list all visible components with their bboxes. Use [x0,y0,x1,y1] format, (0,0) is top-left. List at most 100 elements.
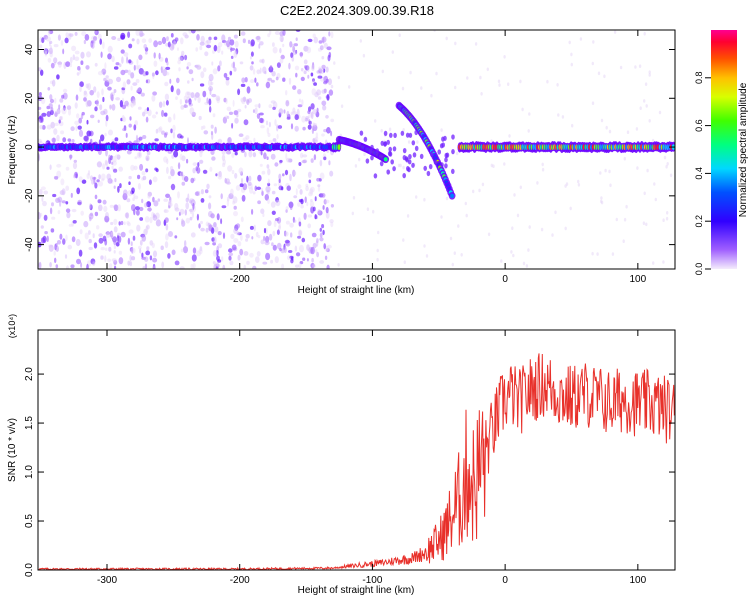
noise-speck [88,230,91,235]
noise-speck [263,235,266,242]
noise-speck [133,165,138,171]
colorbar-label: Normalized spectral amplitude [738,82,749,217]
noise-speck [319,260,325,264]
noise-speck [192,247,197,254]
noise-speck [323,199,327,205]
noise-speck [133,124,137,131]
noise-speck [53,175,59,180]
noise-speck [225,181,231,185]
noise-speck [113,218,118,226]
noise-speck [62,238,66,245]
noise-speck [184,176,189,182]
noise-speck [301,160,307,164]
noise-speck [312,122,316,127]
noise-speck [167,116,172,123]
noise-speck [178,211,181,216]
noise-speck [643,31,646,36]
noise-speck [121,115,125,121]
noise-speck [498,83,501,87]
noise-speck [260,150,263,156]
noise-speck [93,37,96,45]
noise-speck [48,47,53,55]
noise-speck [301,99,304,107]
noise-speck [172,124,176,132]
noise-speck [340,104,344,108]
noise-speck [181,50,185,56]
noise-speck [270,259,274,264]
noise-speck [554,210,557,215]
noise-speck [39,44,43,49]
noise-speck [102,96,105,103]
noise-speck [114,178,117,183]
noise-speck [90,114,95,119]
noise-speck [177,191,180,199]
noise-speck [80,51,85,59]
noise-speck [211,133,214,140]
noise-speck [272,138,277,142]
noise-speck [478,188,481,193]
noise-speck [268,139,273,143]
noise-speck [97,199,102,204]
noise-speck [276,62,281,68]
noise-speck [233,238,239,243]
noise-speck [277,125,283,129]
noise-speck [279,47,282,54]
noise-speck [147,191,152,197]
noise-speck [266,164,270,169]
noise-speck [457,224,460,228]
noise-speck [222,264,226,269]
noise-speck [129,261,133,267]
noise-speck [440,215,443,219]
noise-speck [228,252,234,257]
noise-speck [615,217,618,222]
noise-speck [243,119,249,126]
noise-speck [267,220,272,227]
noise-speck [254,185,258,192]
noise-speck [232,61,235,69]
noise-speck [286,255,291,261]
noise-speck [269,30,272,35]
noise-speck [445,36,448,41]
noise-speck [66,265,69,269]
noise-speck [104,247,108,251]
noise-speck [216,45,221,54]
noise-speck [306,46,312,54]
noise-speck [307,214,313,218]
noise-speck [251,236,254,240]
noise-speck [50,121,55,129]
noise-speck [229,70,233,76]
noise-speck [157,40,163,46]
noise-speck [100,51,103,58]
y-tick-label: -40 [24,237,35,252]
noise-speck [83,90,87,96]
noise-speck [38,67,42,72]
noise-speck [326,264,330,269]
noise-speck [184,240,187,248]
noise-speck [137,106,142,110]
noise-speck [268,104,273,109]
noise-speck [292,216,295,223]
noise-speck [65,234,68,241]
noise-speck [265,252,271,261]
noise-speck [85,100,89,108]
noise-speck [51,202,54,207]
noise-speck [325,115,329,119]
noise-speck [212,49,215,54]
trace-cell [441,142,446,148]
noise-speck [176,217,179,221]
noise-speck [228,111,234,116]
noise-speck [237,232,242,236]
noise-speck [435,71,438,76]
noise-speck [317,210,323,216]
noise-speck [252,191,256,195]
x-tick-label: -100 [362,274,382,285]
noise-speck [285,90,288,96]
noise-speck [196,64,201,69]
noise-speck [165,193,171,198]
noise-speck [172,131,176,139]
noise-speck [266,156,269,160]
noise-speck [166,158,169,165]
noise-speck [221,34,226,42]
noise-speck [65,208,71,213]
noise-speck [85,83,89,89]
